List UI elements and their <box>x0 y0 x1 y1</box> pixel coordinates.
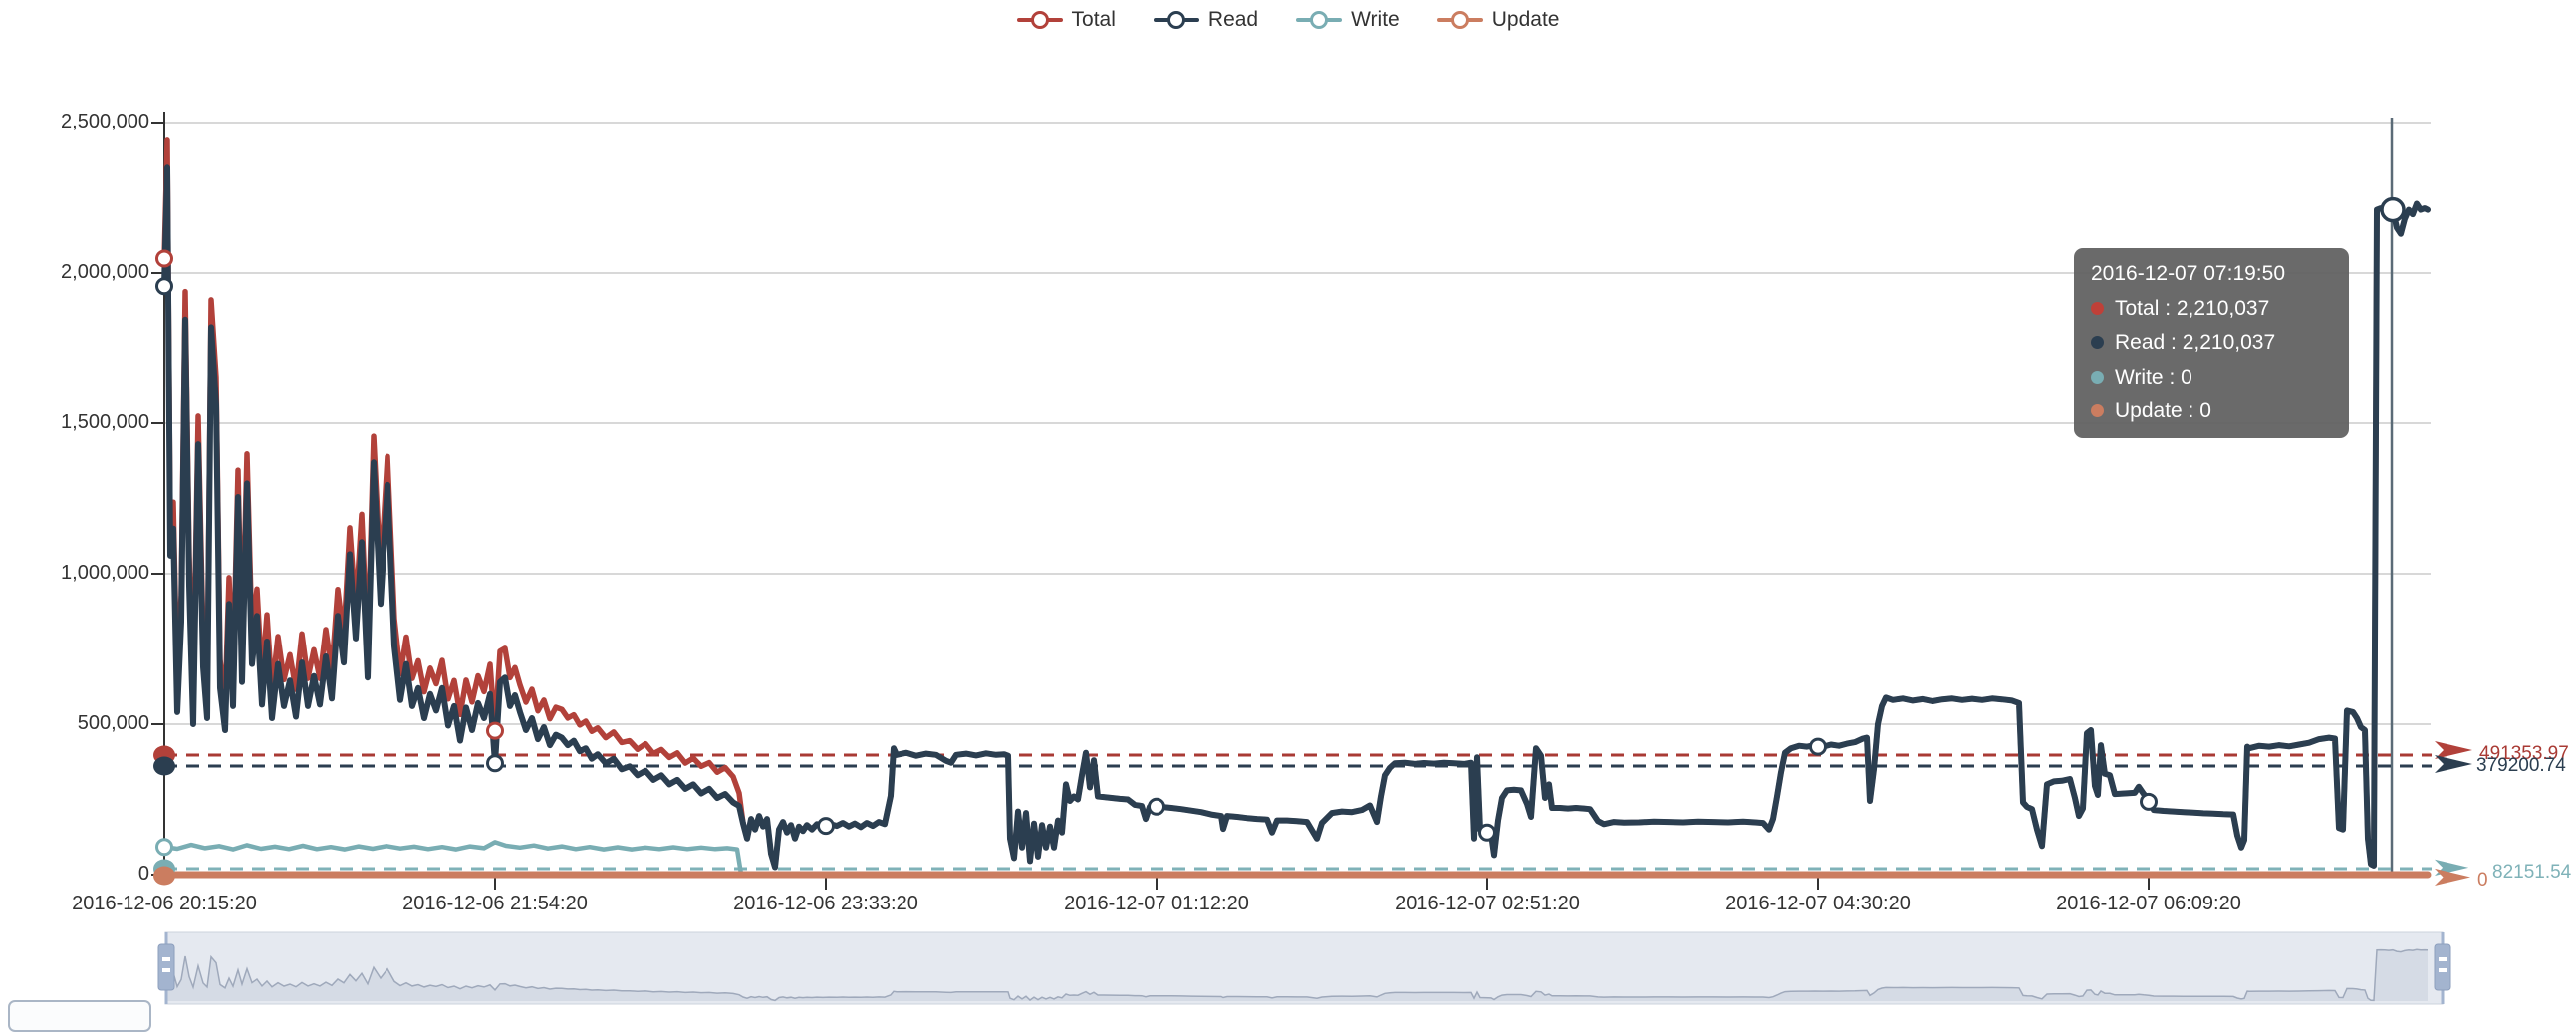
legend-item-total[interactable]: Total <box>1016 8 1116 32</box>
y-axis-label: 0 <box>137 863 149 885</box>
x-axis-label: 2016-12-07 01:12:20 <box>1064 893 1249 914</box>
navigator-right-handle[interactable] <box>2434 932 2451 1004</box>
legend-label-update: Update <box>1491 8 1560 31</box>
y-axis-label: 1,500,000 <box>61 411 149 433</box>
ref-value-read: 379200.74 <box>2476 755 2566 776</box>
legend-marker-write <box>1296 9 1343 31</box>
x-axis-label: 2016-12-06 23:33:20 <box>733 893 918 914</box>
legend-marker-update <box>1436 9 1483 31</box>
legend-item-write[interactable]: Write <box>1296 8 1400 32</box>
data-point-symbols <box>155 249 2158 857</box>
legend-item-read[interactable]: Read <box>1153 8 1259 32</box>
refline-arrow-markers <box>2435 741 2472 886</box>
gridlines <box>164 122 2431 725</box>
clipped-bottom-control[interactable] <box>8 1000 151 1032</box>
x-axis-label: 2016-12-06 21:54:20 <box>402 893 588 914</box>
axes <box>151 112 2150 890</box>
tooltip-row-total: Total : 2,210,037 <box>2091 296 2330 321</box>
read-series-dot <box>2091 336 2104 350</box>
x-axis-label: 2016-12-06 20:15:20 <box>72 893 257 914</box>
ref-value-total: 491353.97 <box>2479 743 2569 764</box>
update-series-dot <box>2091 403 2104 417</box>
data-zoom-navigator[interactable] <box>157 931 2451 1005</box>
reference-dashed-lines <box>164 753 2432 871</box>
legend-label-read: Read <box>1207 8 1259 31</box>
tooltip-row-update-text: Update : 0 <box>2115 398 2211 422</box>
total-series-dot <box>2091 302 2104 316</box>
tooltip-row-write: Write : 0 <box>2091 365 2330 389</box>
legend-marker-read <box>1153 9 1199 31</box>
tooltip-row-total-text: Total : 2,210,037 <box>2115 297 2270 321</box>
x-axis-label: 2016-12-07 04:30:20 <box>1725 893 1911 914</box>
x-axis-label: 2016-12-07 02:51:20 <box>1395 893 1580 914</box>
chart-tooltip: 2016-12-07 07:19:50 Total : 2,210,037 Re… <box>2074 248 2349 438</box>
series-lines <box>160 137 2432 879</box>
x-axis-label: 2016-12-07 06:09:20 <box>2056 893 2241 914</box>
chart-legend: Total Read Write Update <box>0 8 2576 32</box>
ref-value-write: 82151.54 <box>2492 862 2572 883</box>
tooltip-row-write-text: Write : 0 <box>2115 365 2192 388</box>
y-axis-label: 2,000,000 <box>61 261 149 283</box>
tooltip-timestamp: 2016-12-07 07:19:50 <box>2091 262 2285 285</box>
legend-marker-total <box>1016 9 1063 31</box>
tooltip-row-read: Read : 2,210,037 <box>2091 330 2330 355</box>
tooltip-row-update: Update : 0 <box>2091 398 2330 423</box>
y-axis-label: 2,500,000 <box>61 111 149 132</box>
tooltip-row-read-text: Read : 2,210,037 <box>2115 331 2276 355</box>
y-axis-label: 1,000,000 <box>61 562 149 584</box>
ref-value-update: 0 <box>2477 870 2488 891</box>
legend-item-update[interactable]: Update <box>1436 8 1560 32</box>
y-axis-label: 500,000 <box>77 712 149 734</box>
chart-plot-area[interactable] <box>0 0 2576 1010</box>
refline-start-dots <box>153 745 175 886</box>
legend-label-total: Total <box>1071 8 1116 31</box>
legend-label-write: Write <box>1351 8 1400 31</box>
hovered-point-ring <box>2380 196 2406 223</box>
navigator-left-handle[interactable] <box>157 932 175 1004</box>
write-series-dot <box>2091 370 2104 384</box>
